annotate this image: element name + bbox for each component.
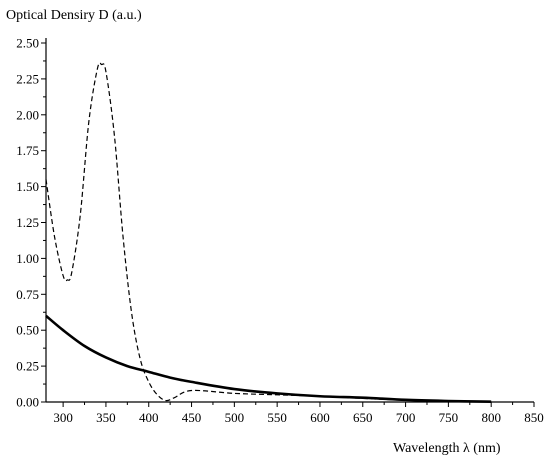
x-tick-label: 850 — [524, 410, 544, 425]
y-tick-label: 1.75 — [16, 143, 39, 158]
x-tick-label: 750 — [439, 410, 459, 425]
y-tick-label: 0.25 — [16, 359, 39, 374]
y-tick-label: 1.00 — [16, 251, 39, 266]
x-ticks: 300 350 400 450 500 550 600 650 700 750 800 850 — [53, 402, 544, 425]
x-tick-label: 800 — [481, 410, 501, 425]
x-tick-label: 450 — [182, 410, 202, 425]
x-tick-label: 500 — [225, 410, 245, 425]
y-tick-label: 0.50 — [16, 323, 39, 338]
y-ticks: 0.00 0.25 0.50 0.75 1.00 1.25 1.50 1.75 2.00 2.25… — [16, 36, 46, 410]
x-tick-label: 300 — [53, 410, 73, 425]
x-tick-label: 700 — [396, 410, 416, 425]
y-tick-label: 1.25 — [16, 215, 39, 230]
x-tick-label: 400 — [139, 410, 159, 425]
y-axis-title: Optical Densiry D (a.u.) — [6, 8, 142, 23]
axes — [45, 38, 534, 403]
x-tick-label: 650 — [353, 410, 373, 425]
y-tick-label: 1.50 — [16, 179, 39, 194]
y-tick-label: 2.00 — [16, 107, 39, 122]
dashed-series-line — [45, 62, 492, 403]
y-tick-label: 0.00 — [16, 395, 39, 410]
x-tick-label: 550 — [267, 410, 287, 425]
y-tick-label: 2.50 — [16, 36, 39, 51]
x-axis-title: Wavelength λ (nm) — [393, 441, 501, 456]
y-tick-label: 0.75 — [16, 287, 39, 302]
y-tick-label: 2.25 — [16, 71, 39, 86]
x-tick-label: 350 — [96, 410, 116, 425]
series-group — [45, 62, 492, 404]
x-tick-label: 600 — [310, 410, 330, 425]
solid-series-line — [45, 314, 492, 404]
